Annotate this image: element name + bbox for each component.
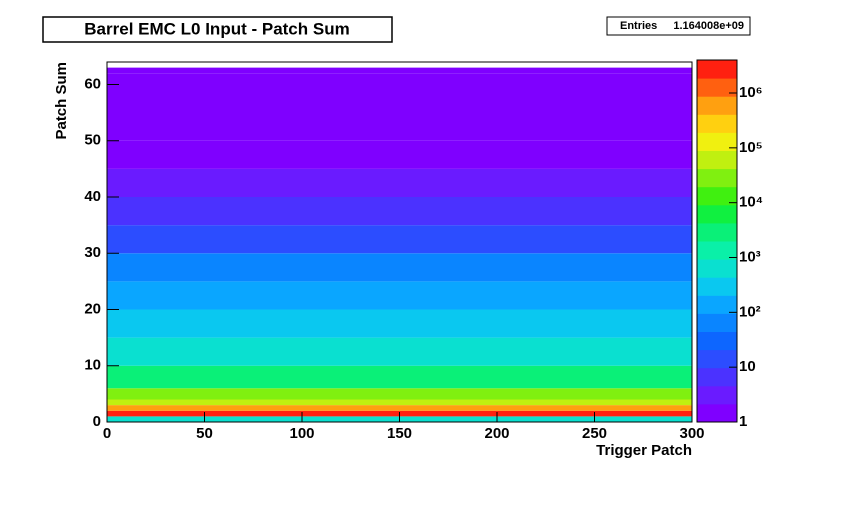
stats-label: Entries <box>620 20 657 32</box>
x-tick-label: 150 <box>387 425 412 442</box>
heatmap-cell <box>107 399 692 406</box>
heatmap-cell <box>107 281 692 310</box>
x-tick-label: 250 <box>582 425 607 442</box>
palette-step <box>697 60 737 79</box>
z-tick-label: 10⁴ <box>739 194 763 211</box>
heatmap-cell <box>107 309 692 338</box>
heatmap-cell <box>107 168 692 197</box>
stats-box <box>606 16 751 36</box>
palette-step <box>697 168 737 188</box>
y-tick-label: 40 <box>84 188 101 205</box>
y-tick-label: 60 <box>84 75 101 92</box>
palette-step <box>697 96 737 115</box>
palette-step <box>697 78 737 97</box>
heatmap-cell <box>107 67 692 74</box>
stats-value: 1.164008e+09 <box>673 20 744 32</box>
x-tick-label: 100 <box>289 425 314 442</box>
title-box <box>42 16 393 43</box>
y-axis-label: Patch Sum <box>53 62 70 140</box>
palette-step <box>697 259 737 278</box>
z-tick-label: 10⁵ <box>739 139 763 156</box>
palette-step <box>697 331 737 351</box>
z-tick-label: 10³ <box>739 248 761 265</box>
heatmap-cell <box>107 225 692 254</box>
palette-step <box>697 403 737 423</box>
palette-step <box>697 150 737 170</box>
z-tick-label: 10⁶ <box>739 84 763 101</box>
heatmap-cell <box>107 73 692 141</box>
y-tick-label: 50 <box>84 132 101 149</box>
palette-step <box>697 204 737 224</box>
x-tick-label: 200 <box>484 425 509 442</box>
palette-step <box>697 313 737 332</box>
heatmap-cell <box>107 388 692 400</box>
y-tick-label: 0 <box>93 413 101 430</box>
palette-step <box>697 367 737 387</box>
palette-step <box>697 132 737 151</box>
palette-step <box>697 277 737 296</box>
heatmap-cell <box>107 140 692 169</box>
z-tick-label: 1 <box>739 413 747 430</box>
palette-step <box>697 114 737 133</box>
z-tick-label: 10 <box>739 358 756 375</box>
x-tick-label: 300 <box>679 425 704 442</box>
palette-step <box>697 349 737 369</box>
palette-step <box>697 186 737 206</box>
x-tick-label: 50 <box>196 425 213 442</box>
x-tick-label: 0 <box>103 425 111 442</box>
y-tick-label: 20 <box>84 300 101 317</box>
chart-title: Barrel EMC L0 Input - Patch Sum <box>84 19 349 38</box>
palette-step <box>697 295 737 314</box>
z-tick-label: 10² <box>739 303 761 320</box>
y-tick-label: 30 <box>84 244 101 261</box>
heatmap-cell <box>107 405 692 411</box>
heatmap-cell <box>107 337 692 366</box>
palette-step <box>697 241 737 260</box>
x-axis-label: Trigger Patch <box>596 442 692 459</box>
palette-step <box>697 222 737 242</box>
heatmap-cell <box>107 197 692 226</box>
heatmap-cell <box>107 365 692 389</box>
y-tick-label: 10 <box>84 357 101 374</box>
heatmap-cell <box>107 253 692 282</box>
palette-step <box>697 385 737 405</box>
palette-frame <box>696 59 738 423</box>
